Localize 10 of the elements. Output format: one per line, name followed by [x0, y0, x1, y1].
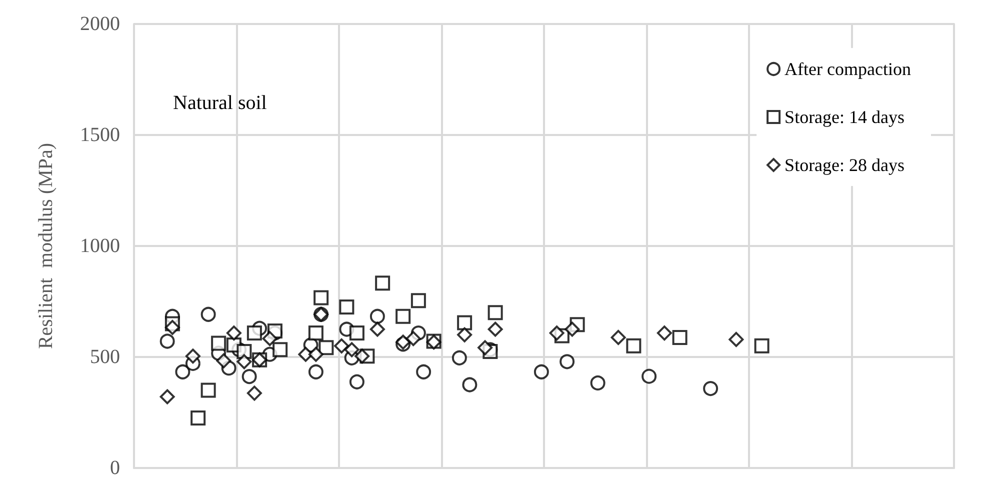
- legend-label: After compaction: [784, 59, 912, 79]
- y-tick-label: 1500: [80, 124, 120, 146]
- legend-label: Storage: 14 days: [784, 107, 905, 127]
- y-tick-label: 500: [90, 346, 120, 368]
- annotation: Natural soil: [173, 92, 268, 114]
- legend-label: Storage: 28 days: [784, 155, 905, 175]
- y-tick-label: 2000: [80, 13, 120, 35]
- y-tick-label: 1000: [80, 235, 120, 257]
- y-tick-label: 0: [110, 457, 120, 479]
- y-axis-title: Resilient modulus (MPa): [35, 142, 57, 350]
